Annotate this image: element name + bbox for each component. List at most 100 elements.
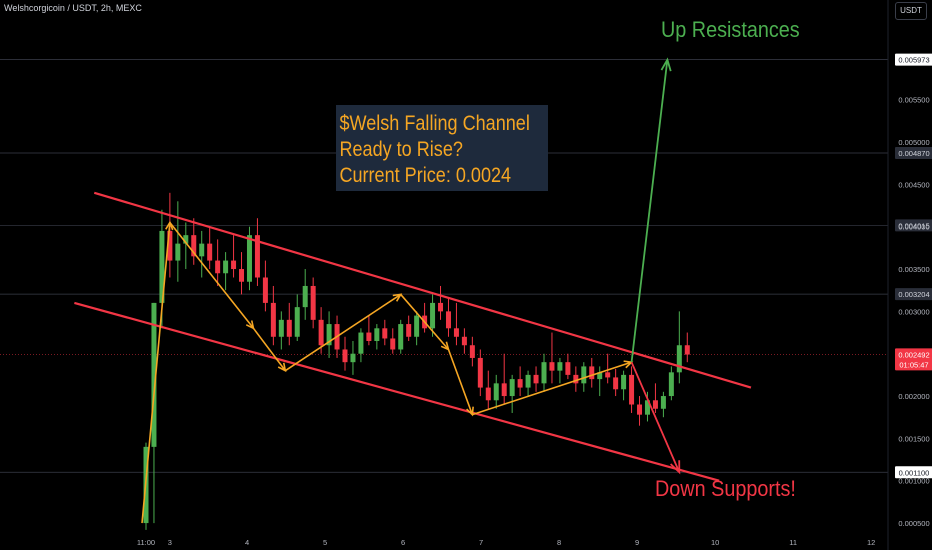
countdown-label: 01:05:47 <box>899 360 928 369</box>
candle-body <box>406 324 412 337</box>
channel-line-upper <box>93 191 752 389</box>
y-tick-label: 0.004000 <box>898 223 929 232</box>
candle-body <box>557 362 563 371</box>
candle-body <box>644 400 650 415</box>
candle-body <box>477 357 483 388</box>
y-tick-label: 0.002000 <box>898 392 929 401</box>
candle-body <box>445 311 451 329</box>
candle-body <box>438 302 444 312</box>
zigzag-segment <box>141 222 171 524</box>
candle-body <box>278 319 284 337</box>
candle-body <box>199 243 205 257</box>
current-price-tag <box>895 348 932 371</box>
candle-body <box>239 269 245 282</box>
candle-body <box>183 235 189 244</box>
candle-body <box>246 235 252 282</box>
zigzag-arrowhead <box>165 220 174 231</box>
zigzag-path <box>141 220 634 524</box>
currency-badge[interactable]: USDT <box>895 2 927 20</box>
falling-channel <box>74 191 752 482</box>
zigzag-segment <box>447 349 474 415</box>
candle-body <box>613 377 619 390</box>
annotation-line-1: $Welsh Falling Channel <box>339 112 530 135</box>
y-tick-label: 0.003000 <box>898 307 929 316</box>
x-tick-label: 10 <box>711 538 719 547</box>
x-tick-label: 4 <box>245 538 249 547</box>
y-tick-label: 0.001500 <box>898 434 929 443</box>
x-tick-label: 7 <box>479 538 483 547</box>
projection-arrows <box>630 57 681 475</box>
candle-body <box>414 315 420 337</box>
candle-body <box>262 277 268 303</box>
x-tick-label: 5 <box>323 538 327 547</box>
candle-body <box>676 345 682 373</box>
candle-body <box>398 324 404 350</box>
time-axis: 11:00 3 4 5 6 7 8 9 10 11 12 <box>137 538 875 547</box>
y-tick-label: 0.005000 <box>898 138 929 147</box>
zigzag-arrowhead <box>245 320 255 330</box>
candle-body <box>310 285 316 320</box>
y-tick-label: 0.000500 <box>898 519 929 528</box>
up-resistances-label: Up Resistances <box>661 17 800 42</box>
price-level-label: 0.001100 <box>899 468 930 477</box>
candle-body <box>159 230 165 303</box>
candle-body <box>167 230 173 261</box>
candle-body <box>589 366 595 380</box>
annotation-line-3: Current Price: 0.0024 <box>339 164 512 187</box>
candle-body <box>254 235 260 278</box>
projection-down-arrowhead <box>670 460 681 475</box>
annotation-box: $Welsh Falling Channel Ready to Rise? Cu… <box>336 105 548 191</box>
candle-body <box>621 374 627 390</box>
candle-body <box>366 332 372 342</box>
zigzag-arrowhead <box>392 293 403 302</box>
candle-body <box>326 324 332 346</box>
candle-body <box>175 243 181 261</box>
price-level-tag <box>895 466 932 479</box>
candle-body <box>597 372 603 380</box>
candle-body <box>573 374 579 384</box>
candle-body <box>318 319 324 346</box>
zigzag-segment <box>400 293 450 351</box>
projection-up-arrowhead <box>660 57 672 72</box>
x-tick-label: 9 <box>635 538 639 547</box>
candle-body <box>660 396 666 409</box>
x-tick-label: 6 <box>401 538 405 547</box>
candle-body <box>517 379 523 388</box>
projection-up-line <box>630 59 669 363</box>
price-level-label: 0.004015 <box>898 221 929 230</box>
zigzag-arrowhead <box>277 362 287 373</box>
price-level-tag <box>895 288 932 301</box>
x-tick-label: 11 <box>789 538 797 547</box>
zigzag-segment <box>284 293 402 372</box>
y-tick-label: 0.004500 <box>898 180 929 189</box>
candle-body <box>302 285 308 308</box>
price-level-label: 0.003204 <box>898 290 929 299</box>
candle-body <box>151 302 157 447</box>
candle-body <box>668 372 674 397</box>
candle-body <box>549 362 555 371</box>
candle-body <box>453 328 459 337</box>
candle-body <box>565 362 571 375</box>
y-tick-label: 0.003500 <box>898 265 929 274</box>
candle-body <box>270 302 276 337</box>
candle-body <box>652 400 658 409</box>
candle-body <box>294 307 300 337</box>
candle-body <box>358 332 364 354</box>
candle-body <box>430 302 436 329</box>
candle-body <box>461 336 467 346</box>
candle-body <box>509 379 515 397</box>
zigzag-segment <box>169 221 255 329</box>
candle-body <box>541 362 547 384</box>
current-price-label: 0.002492 <box>898 350 929 359</box>
candle-body <box>390 338 396 350</box>
zigzag-segment <box>252 327 286 372</box>
zigzag-arrowhead <box>623 360 634 369</box>
zigzag-arrowhead <box>466 406 474 417</box>
price-level-tag <box>895 147 932 160</box>
candle-body <box>374 328 380 342</box>
candle-body <box>207 243 213 261</box>
candle-body <box>350 353 356 363</box>
price-axis: 0.005973 0.004870 0.004015 0.003204 0.001100… <box>887 0 932 550</box>
candle-body <box>231 260 237 270</box>
